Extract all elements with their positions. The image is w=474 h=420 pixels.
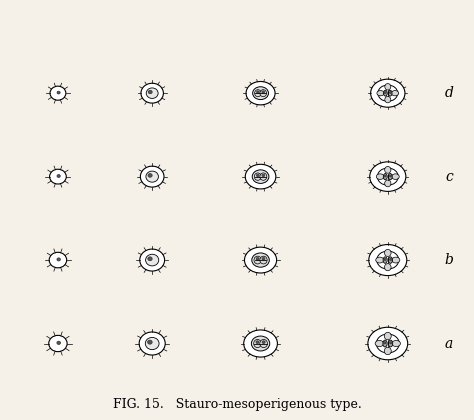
Ellipse shape xyxy=(383,257,387,263)
Ellipse shape xyxy=(260,173,267,180)
Ellipse shape xyxy=(254,339,261,348)
Ellipse shape xyxy=(376,257,384,263)
Ellipse shape xyxy=(388,90,392,96)
Ellipse shape xyxy=(254,256,261,264)
Ellipse shape xyxy=(385,84,391,90)
Ellipse shape xyxy=(376,174,384,179)
Circle shape xyxy=(148,173,152,177)
Ellipse shape xyxy=(383,340,387,347)
Ellipse shape xyxy=(376,334,399,353)
Ellipse shape xyxy=(378,85,398,101)
Ellipse shape xyxy=(140,249,164,271)
Ellipse shape xyxy=(375,341,383,346)
Circle shape xyxy=(262,341,265,344)
Text: d: d xyxy=(445,86,454,100)
Text: b: b xyxy=(445,253,454,267)
Circle shape xyxy=(262,174,265,177)
Ellipse shape xyxy=(388,340,392,347)
Ellipse shape xyxy=(392,341,401,346)
Ellipse shape xyxy=(146,254,159,266)
Ellipse shape xyxy=(392,257,400,263)
Ellipse shape xyxy=(385,180,391,187)
Text: FIG. 15.   Stauro-mesoperigenous type.: FIG. 15. Stauro-mesoperigenous type. xyxy=(113,397,361,410)
Circle shape xyxy=(148,257,152,261)
Circle shape xyxy=(148,90,152,94)
Ellipse shape xyxy=(146,88,158,98)
Circle shape xyxy=(256,257,259,260)
Circle shape xyxy=(383,342,386,344)
Circle shape xyxy=(57,91,60,94)
Ellipse shape xyxy=(369,244,407,276)
Ellipse shape xyxy=(385,97,391,103)
Ellipse shape xyxy=(50,86,66,100)
Ellipse shape xyxy=(252,170,269,184)
Ellipse shape xyxy=(245,164,276,189)
Ellipse shape xyxy=(392,91,399,96)
Ellipse shape xyxy=(370,162,406,192)
Ellipse shape xyxy=(146,337,159,349)
Circle shape xyxy=(57,341,61,344)
Ellipse shape xyxy=(384,264,391,271)
Ellipse shape xyxy=(49,336,67,352)
Ellipse shape xyxy=(371,79,405,107)
Ellipse shape xyxy=(368,327,408,360)
Ellipse shape xyxy=(385,166,391,173)
Text: c: c xyxy=(445,170,453,184)
Ellipse shape xyxy=(384,347,391,355)
Circle shape xyxy=(57,258,60,261)
Ellipse shape xyxy=(383,90,387,96)
Ellipse shape xyxy=(141,83,164,103)
Circle shape xyxy=(256,341,259,344)
Ellipse shape xyxy=(384,332,391,340)
Ellipse shape xyxy=(384,249,391,257)
Ellipse shape xyxy=(246,81,275,105)
Ellipse shape xyxy=(260,339,267,348)
Ellipse shape xyxy=(260,90,266,97)
Ellipse shape xyxy=(383,173,387,180)
Ellipse shape xyxy=(146,171,158,182)
Ellipse shape xyxy=(244,330,277,357)
Ellipse shape xyxy=(377,251,399,269)
Ellipse shape xyxy=(251,336,270,351)
Ellipse shape xyxy=(255,173,261,180)
Ellipse shape xyxy=(140,166,164,187)
Circle shape xyxy=(256,174,259,177)
Text: a: a xyxy=(445,336,453,351)
Ellipse shape xyxy=(377,168,398,185)
Circle shape xyxy=(383,258,386,260)
Circle shape xyxy=(390,258,392,260)
Circle shape xyxy=(384,92,386,94)
Circle shape xyxy=(390,175,392,177)
Ellipse shape xyxy=(245,247,277,273)
Circle shape xyxy=(262,257,265,260)
Circle shape xyxy=(389,92,392,94)
Ellipse shape xyxy=(260,256,267,264)
Ellipse shape xyxy=(253,87,268,100)
Ellipse shape xyxy=(255,90,261,97)
Circle shape xyxy=(384,175,386,177)
Circle shape xyxy=(256,91,259,93)
Circle shape xyxy=(390,342,392,344)
Circle shape xyxy=(147,340,152,344)
Ellipse shape xyxy=(252,253,269,267)
Ellipse shape xyxy=(139,332,165,355)
Circle shape xyxy=(57,175,60,178)
Ellipse shape xyxy=(50,169,66,184)
Ellipse shape xyxy=(388,257,392,263)
Ellipse shape xyxy=(388,173,392,180)
Ellipse shape xyxy=(377,91,384,96)
Ellipse shape xyxy=(49,252,67,268)
Circle shape xyxy=(262,91,264,93)
Ellipse shape xyxy=(392,174,399,179)
